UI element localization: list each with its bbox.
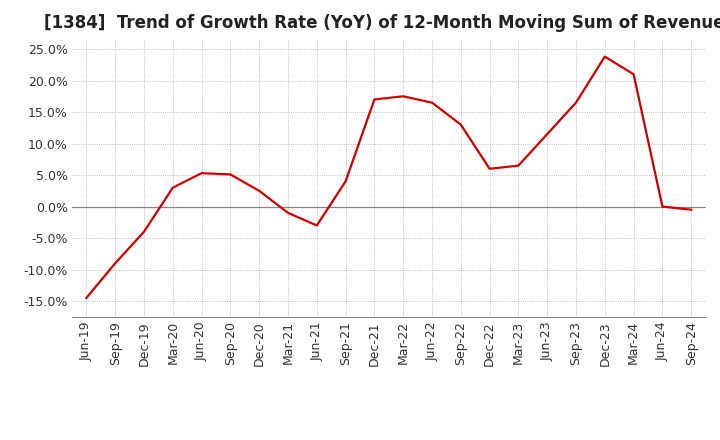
Title: [1384]  Trend of Growth Rate (YoY) of 12-Month Moving Sum of Revenues: [1384] Trend of Growth Rate (YoY) of 12-… bbox=[44, 15, 720, 33]
